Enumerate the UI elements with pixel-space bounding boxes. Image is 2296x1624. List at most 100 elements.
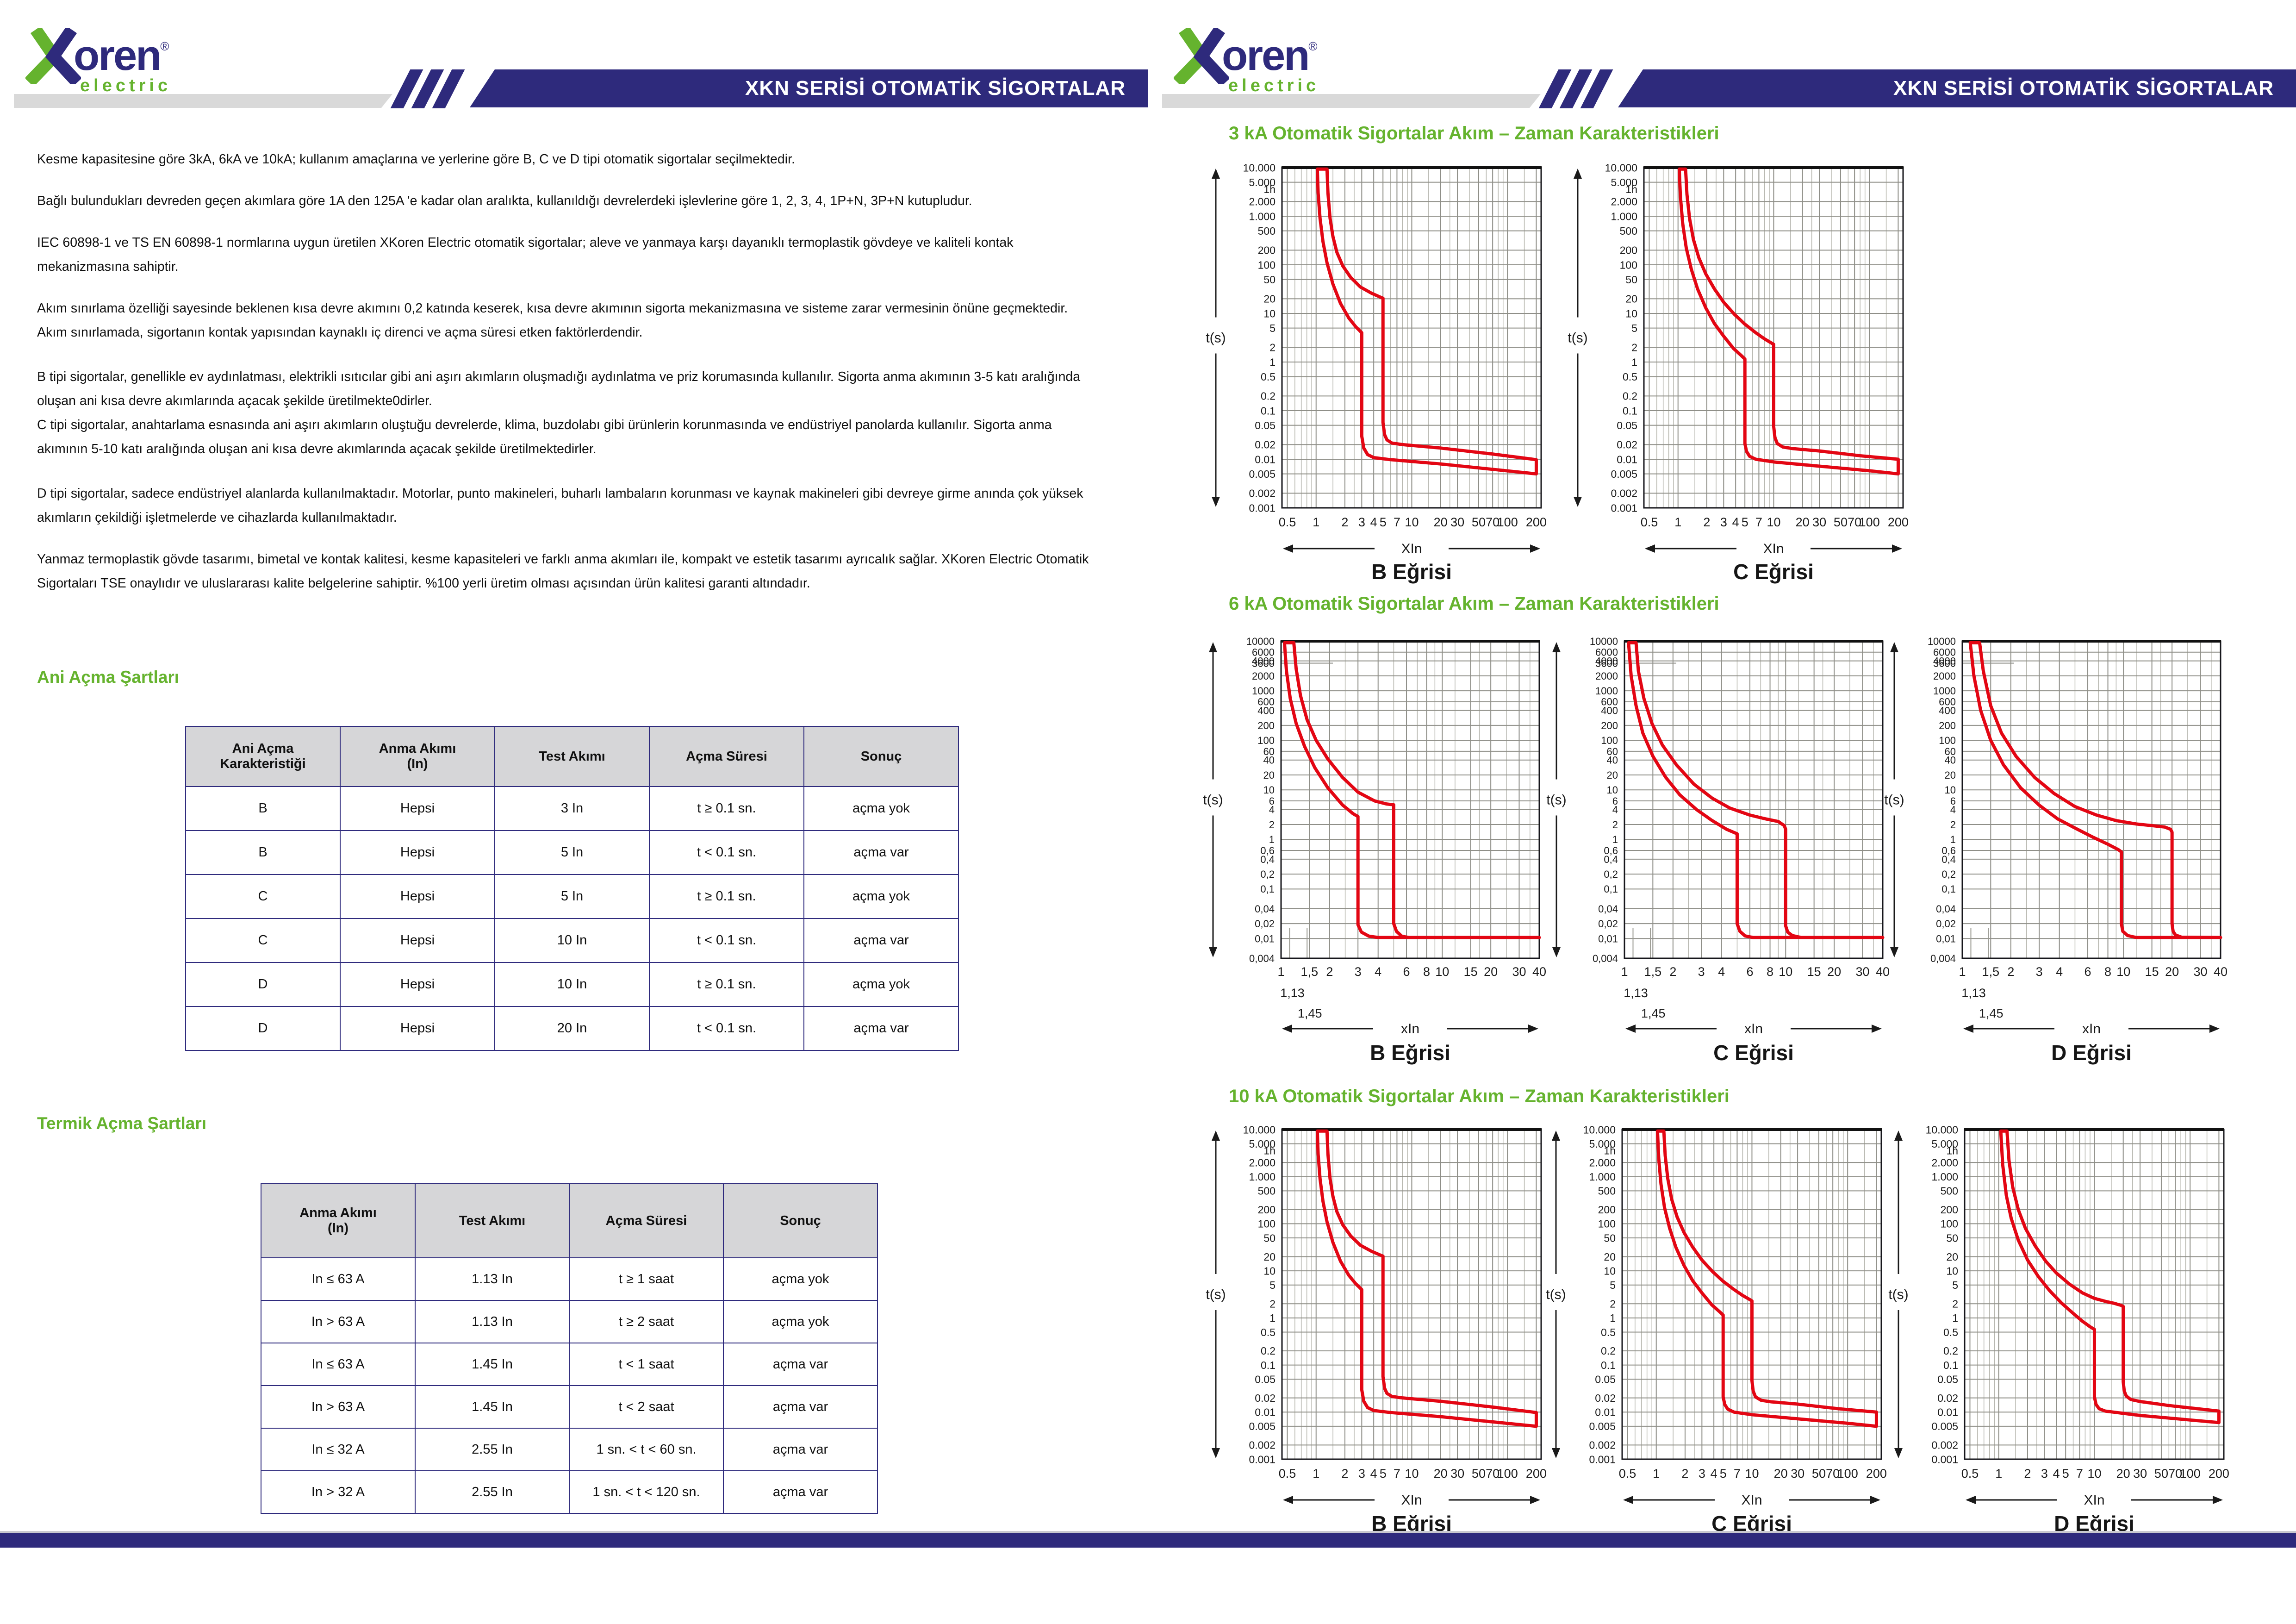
svg-text:0.05: 0.05: [1937, 1373, 1958, 1385]
svg-text:2: 2: [1681, 1467, 1688, 1480]
svg-text:0.05: 0.05: [1617, 419, 1637, 431]
chart-section-title-10ka: 10 kA Otomatik Sigortalar Akım – Zaman K…: [1229, 1086, 1730, 1106]
header-cell: Açma Süresi: [569, 1183, 724, 1258]
svg-text:1.000: 1.000: [1249, 1171, 1276, 1183]
table-cell: t < 1 saat: [569, 1343, 724, 1386]
svg-text:0.5: 0.5: [1641, 515, 1658, 529]
svg-text:0.001: 0.001: [1249, 502, 1276, 514]
section-heading-ani-acma: Ani Açma Şartları: [37, 668, 180, 687]
chart-section-title-3ka: 3 kA Otomatik Sigortalar Akım – Zaman Ka…: [1229, 123, 1719, 144]
chart-title: B Eğrisi: [1370, 1041, 1450, 1065]
svg-text:0,4: 0,4: [1260, 854, 1275, 865]
table-cell: 1.45 In: [415, 1385, 570, 1429]
svg-text:50: 50: [2154, 1467, 2168, 1480]
table-row: B Hepsi 5 In t < 0.1 sn. açma var: [185, 830, 959, 875]
svg-text:5.000: 5.000: [1249, 176, 1276, 188]
svg-text:100: 100: [1941, 1218, 1958, 1230]
svg-text:8: 8: [1423, 965, 1430, 979]
svg-text:10: 10: [1435, 965, 1449, 979]
curve-chart-svg: 1 1,5 2 3 4 6 8 10 15 20 30 40100006000400036002000…: [1203, 636, 1546, 1037]
svg-text:40: 40: [2214, 965, 2228, 979]
svg-text:2.000: 2.000: [1611, 196, 1637, 208]
table-cell: açma yok: [723, 1257, 878, 1301]
header-cell: Sonuç: [723, 1183, 878, 1258]
svg-text:1000: 1000: [1252, 685, 1275, 697]
svg-text:0,01: 0,01: [1936, 933, 1956, 944]
svg-text:1: 1: [1269, 1312, 1276, 1324]
svg-text:1,5: 1,5: [1644, 965, 1662, 979]
table-cell: t < 2 saat: [569, 1385, 724, 1429]
svg-text:0.02: 0.02: [1595, 1392, 1616, 1404]
svg-text:10: 10: [2087, 1467, 2101, 1480]
header-gray-bar: [1162, 94, 1541, 108]
svg-text:200: 200: [1939, 720, 1956, 731]
svg-text:15: 15: [1464, 965, 1478, 979]
svg-text:3: 3: [1698, 965, 1705, 979]
svg-text:2: 2: [1631, 342, 1637, 354]
svg-text:1h: 1h: [1604, 1144, 1616, 1156]
svg-text:20: 20: [1945, 769, 1956, 781]
svg-text:0.2: 0.2: [1261, 390, 1276, 402]
svg-text:0.01: 0.01: [1617, 453, 1637, 465]
trip-band-curve: [1999, 1129, 2221, 1424]
svg-text:4: 4: [1718, 965, 1725, 979]
svg-text:2: 2: [1669, 965, 1676, 979]
svg-text:4: 4: [1375, 965, 1381, 979]
svg-text:20: 20: [1484, 965, 1498, 979]
svg-text:1,5: 1,5: [1301, 965, 1319, 979]
svg-text:400: 400: [1257, 705, 1275, 717]
svg-text:0,2: 0,2: [1604, 868, 1618, 880]
svg-text:0,2: 0,2: [1260, 868, 1275, 880]
svg-text:0.02: 0.02: [1937, 1392, 1958, 1404]
svg-text:10: 10: [1263, 784, 1275, 796]
table-cell: 3 In: [494, 786, 650, 831]
paragraph: Akım sınırlama özelliği sayesinde beklen…: [37, 301, 1068, 340]
svg-text:7: 7: [1394, 1467, 1400, 1480]
svg-text:500: 500: [1598, 1185, 1616, 1197]
svg-text:0.2: 0.2: [1943, 1345, 1958, 1357]
svg-text:5: 5: [1952, 1279, 1958, 1291]
svg-text:30: 30: [1512, 965, 1526, 979]
svg-text:0,4: 0,4: [1604, 854, 1618, 865]
trip-band-curve: [1315, 1129, 1538, 1428]
svg-text:0,2: 0,2: [1941, 868, 1956, 880]
svg-text:20: 20: [1263, 293, 1276, 305]
svg-text:3: 3: [2036, 965, 2043, 979]
table-cell: açma yok: [803, 874, 959, 919]
svg-text:10: 10: [1767, 515, 1780, 529]
svg-text:0.001: 0.001: [1931, 1453, 1958, 1465]
svg-text:1000: 1000: [1933, 685, 1956, 697]
svg-text:0,1: 0,1: [1941, 883, 1956, 895]
svg-text:1000: 1000: [1595, 685, 1618, 697]
table-cell: In ≤ 63 A: [261, 1257, 416, 1301]
svg-text:0.05: 0.05: [1255, 419, 1276, 431]
svg-text:20: 20: [2165, 965, 2179, 979]
svg-text:0,01: 0,01: [1598, 933, 1618, 944]
table-cell: In > 63 A: [261, 1300, 416, 1343]
svg-text:4: 4: [1269, 804, 1275, 816]
svg-text:4000: 4000: [1252, 656, 1275, 667]
svg-text:1: 1: [1631, 356, 1637, 368]
chart-title: B Eğrisi: [1371, 560, 1452, 584]
svg-text:0.5: 0.5: [1943, 1326, 1958, 1338]
svg-text:7: 7: [2076, 1467, 2083, 1480]
svg-text:10: 10: [1946, 1265, 1958, 1277]
svg-text:0,004: 0,004: [1249, 953, 1275, 964]
y-axis-label: t(s): [1546, 1287, 1566, 1302]
table-cell: In ≤ 63 A: [261, 1343, 416, 1386]
svg-text:70: 70: [1486, 1467, 1500, 1480]
svg-text:20: 20: [1625, 293, 1637, 305]
table-cell: t < 0.1 sn.: [649, 918, 804, 963]
svg-text:0.005: 0.005: [1249, 468, 1276, 480]
svg-text:0.002: 0.002: [1589, 1439, 1616, 1451]
table-cell: t ≥ 0.1 sn.: [649, 962, 804, 1007]
svg-text:500: 500: [1941, 1185, 1958, 1197]
svg-text:5: 5: [1269, 322, 1276, 334]
svg-text:2: 2: [1326, 965, 1333, 979]
svg-text:100: 100: [1598, 1218, 1616, 1230]
table-cell: açma yok: [803, 786, 959, 831]
